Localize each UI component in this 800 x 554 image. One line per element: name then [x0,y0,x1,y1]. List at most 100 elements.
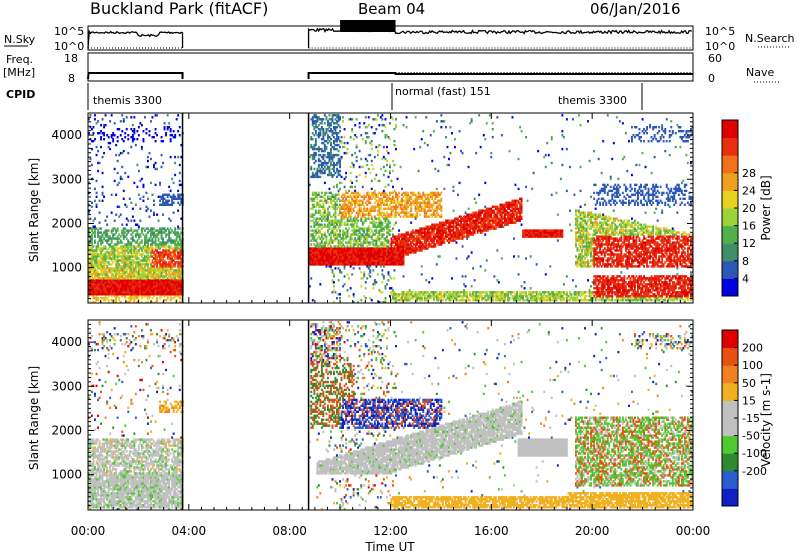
power-cell [366,255,369,258]
power-cell [131,140,134,143]
power-cell [361,203,364,206]
power-cell [431,159,434,163]
power-cell [327,257,329,260]
power-cell [121,241,124,244]
power-cell [370,187,373,191]
power-cell [355,145,358,149]
power-cell [147,269,149,272]
power-cell [373,205,376,208]
power-cell [327,255,329,258]
power-cell [386,217,388,220]
power-cell [408,243,411,246]
power-cell [130,267,133,270]
power-cell [349,255,352,258]
power-cell [398,261,401,264]
power-cell [351,221,354,224]
power-cell [137,245,140,248]
power-cell [121,269,124,272]
power-cell [311,116,314,119]
power-cell [349,136,352,139]
power-cell [440,227,443,230]
power-cell [131,289,134,292]
power-cell [154,275,157,278]
power-cell [333,247,335,250]
power-cell [137,126,140,129]
power-cell [364,195,367,198]
power-cell [118,287,121,290]
power-cell [429,134,432,137]
power-cell [147,245,149,248]
power-cell [157,283,160,286]
power-cell [131,279,134,282]
power-cell [166,297,169,300]
power-cell [343,195,346,198]
power-cell [423,235,426,238]
power-cell [411,245,414,248]
power-cell [174,155,177,159]
power-cell [331,269,334,272]
power-cell [319,259,322,262]
power-cell [142,261,145,264]
power-cell [357,261,360,264]
power-cell [112,273,115,276]
power-cell [113,233,116,236]
power-cell [390,263,393,266]
power-cell [124,263,127,266]
power-cell [382,207,385,210]
power-cell [429,231,432,234]
power-cell [151,116,154,119]
power-cell [413,193,416,196]
power-cell [363,249,366,252]
power-cell [106,265,109,268]
power-cell [396,249,399,252]
power-cell [180,249,183,252]
power-cell [95,153,98,157]
power-cell [440,197,443,200]
power-cell [392,235,394,238]
power-cell [352,263,355,266]
power-cell [349,118,352,121]
power-cell [162,275,165,278]
power-cell [399,251,402,254]
power-cell [352,243,355,246]
power-cell [387,257,390,260]
power-cell [364,255,367,258]
power-cell [337,293,340,296]
power-cell [92,289,95,292]
power-cell [180,271,183,274]
power-cell [334,227,337,230]
power-cell [136,241,139,244]
power-cell [92,267,95,270]
power-cell [308,261,311,264]
power-cell [370,215,373,218]
power-cell [314,239,317,242]
power-cell [325,259,328,262]
power-cell [157,251,160,254]
power-cell [375,265,378,268]
power-cell [162,249,165,252]
power-cell [407,291,410,294]
power-cell [358,227,361,230]
power-cell [402,205,405,208]
power-cell [115,267,118,270]
power-cell [331,199,334,202]
power-cell [339,269,342,272]
power-cell [330,161,332,165]
power-cell [168,247,171,250]
power-cell [413,199,416,202]
power-cell [387,241,390,244]
power-cell [323,263,326,266]
power-cell [125,116,128,119]
power-cell [423,237,426,240]
power-cell [147,277,149,280]
power-cell [122,295,125,298]
power-cell [172,259,175,262]
power-cell [311,237,314,240]
power-cell [118,281,121,284]
power-cell [313,126,316,129]
power-cell [140,247,143,250]
power-cell [348,251,351,254]
power-cell [180,267,183,270]
power-cell [419,209,422,212]
